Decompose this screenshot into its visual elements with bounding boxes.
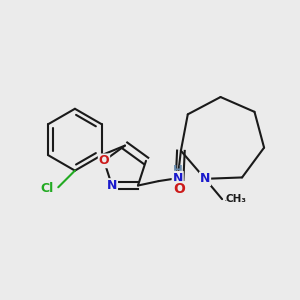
Text: N: N bbox=[172, 172, 183, 185]
Text: methyl: methyl bbox=[225, 199, 230, 201]
Text: N: N bbox=[107, 179, 117, 192]
Text: N: N bbox=[200, 172, 210, 185]
Text: Cl: Cl bbox=[40, 182, 54, 195]
Text: O: O bbox=[99, 154, 109, 167]
Text: CH₃: CH₃ bbox=[226, 194, 247, 204]
Text: H: H bbox=[173, 164, 183, 177]
Text: O: O bbox=[173, 182, 185, 196]
